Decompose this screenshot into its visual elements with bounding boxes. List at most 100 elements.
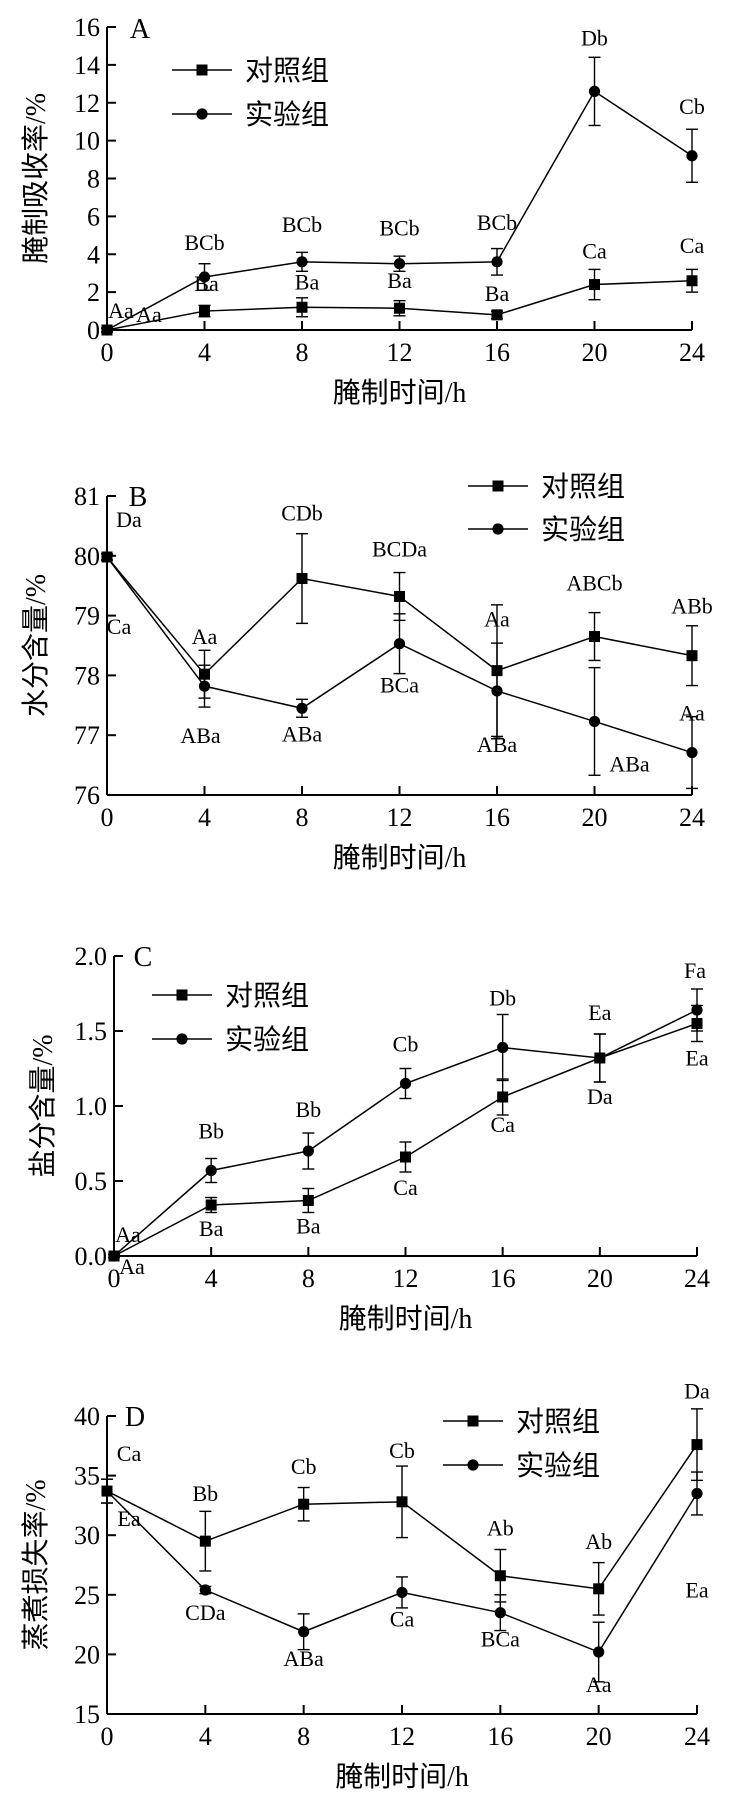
panel-a-control-point: [394, 302, 405, 314]
panel-a-control-sig-label: Aa: [108, 298, 134, 323]
panel-a-y-tick-label: 12: [74, 89, 100, 118]
panel-d-control-point: [494, 1570, 506, 1582]
panel-b-legend-control-label: 对照组: [541, 471, 625, 503]
panel-c-x-axis-title: 腌制时间/h: [339, 1303, 473, 1335]
panel-b-experiment-sig-label: ABa: [477, 732, 518, 757]
panel-b-x-tick-label: 24: [679, 803, 705, 832]
panel-d-experiment-sig-label: ABa: [284, 1646, 325, 1671]
panel-d-experiment-point: [691, 1487, 703, 1500]
panel-c-experiment-sig-label: Bb: [295, 1097, 321, 1122]
panel-c-control-sig-label: Ba: [296, 1214, 321, 1239]
panel-d-x-tick-label: 12: [389, 1722, 415, 1751]
panel-b-experiment-sig-label: Aa: [679, 701, 705, 726]
panel-c-x-tick-label: 12: [393, 1264, 419, 1293]
panel-a-y-tick-label: 2: [87, 278, 100, 307]
panel-d-experiment-sig-label: Ca: [390, 1606, 415, 1631]
panel-d-y-tick-label: 40: [74, 1402, 100, 1431]
panel-b-y-tick-label: 81: [74, 482, 100, 511]
panel-a-y-tick-label: 8: [87, 165, 100, 194]
panel-d-experiment-sig-label: BCa: [481, 1627, 520, 1652]
panel-a-letter: A: [130, 14, 151, 45]
panel-a-legend-control-label: 对照组: [245, 55, 329, 87]
panel-b-experiment-point: [198, 680, 211, 692]
panel-b-x-tick-label: 12: [387, 803, 413, 832]
panel-d-experiment-sig-label: Aa: [586, 1672, 612, 1697]
panel-c-control-sig-label: Ba: [199, 1216, 224, 1241]
panel-b-x-axis-title: 腌制时间/h: [333, 842, 467, 874]
panel-a-control-point: [199, 305, 210, 317]
panel-b-control-sig-label: CDb: [281, 501, 323, 526]
panel-d-control-sig-label: Cb: [389, 1438, 415, 1463]
panel-d-experiment-point: [396, 1586, 408, 1599]
panel-b-experiment-point: [588, 715, 601, 728]
panel-d-control-sig-label: Ab: [585, 1529, 612, 1554]
panel-a-control-point: [589, 279, 600, 291]
panel-c-x-tick-label: 4: [205, 1264, 218, 1293]
panel-a-y-axis-title: 腌制吸收率/%: [20, 93, 52, 264]
panel-c-y-tick-label: 0.5: [75, 1167, 108, 1196]
panel-a-experiment-sig-label: Aa: [136, 302, 162, 327]
panel-b-experiment-sig-label: ABa: [609, 751, 650, 776]
panel-d-legend-experiment-label: 实验组: [516, 1450, 600, 1482]
panel-c-control-point: [400, 1151, 411, 1163]
panel-b-control-point: [589, 631, 600, 643]
panel-c-y-tick-label: 1.0: [75, 1092, 108, 1121]
panel-a-y-tick-label: 10: [74, 127, 100, 156]
panel-c-experiment-sig-label: Bb: [198, 1119, 224, 1144]
panel-a-x-tick-label: 12: [387, 338, 413, 367]
panel-d-y-tick-label: 25: [74, 1581, 100, 1610]
panel-a-x-tick-label: 24: [679, 338, 705, 367]
panel-b-y-tick-label: 79: [74, 602, 100, 631]
panel-d-experiment-point: [101, 1485, 113, 1497]
panel-d-control-point: [298, 1498, 310, 1510]
panel-c-legend-control-marker: [176, 989, 188, 1001]
panel-d-legend-experiment-marker: [467, 1459, 479, 1471]
panel-a-control-sig-label: Ca: [582, 239, 607, 264]
panel-d-experiment-point: [298, 1626, 310, 1638]
panel-a-control-point: [296, 301, 308, 313]
panel-c-control-sig-label: Da: [587, 1084, 613, 1109]
panel-b-control-sig-label: ABb: [671, 594, 713, 619]
panel-a-legend-experiment-marker: [196, 108, 208, 120]
panel-c-x-tick-label: 8: [302, 1264, 315, 1293]
panel-c-control-point: [205, 1199, 217, 1211]
panel-b-control-point: [686, 650, 698, 662]
panel-b-control-sig-label: Aa: [484, 607, 510, 632]
panel-c-experiment-sig-label: Ea: [588, 1000, 611, 1025]
panel-c-experiment-point: [399, 1077, 412, 1090]
panel-c-x-tick-label: 0: [108, 1264, 121, 1293]
panel-c-control-point: [497, 1091, 509, 1103]
panel-a-x-tick-label: 0: [101, 338, 114, 367]
panel-b-control-sig-label: BCDa: [372, 536, 427, 561]
panel-b-x-tick-label: 16: [484, 803, 510, 832]
panel-c-legend-experiment-label: 实验组: [225, 1024, 309, 1056]
panel-d-control-sig-label: Cb: [291, 1454, 317, 1479]
panel-a-experiment-sig-label: Cb: [679, 94, 705, 119]
panel-b-experiment-point: [491, 685, 503, 697]
panel-b-experiment-point: [296, 702, 308, 714]
panel-c-experiment-sig-label: Fa: [684, 958, 706, 983]
panel-c-x-tick-label: 16: [490, 1264, 516, 1293]
panel-c-control-sig-label: Aa: [119, 1254, 145, 1279]
panel-a-experiment-point: [296, 256, 308, 268]
panel-c-experiment-point: [108, 1250, 120, 1262]
panel-d-y-tick-label: 35: [74, 1462, 100, 1491]
panel-a-x-axis-title: 腌制时间/h: [333, 377, 467, 409]
panel-b-y-tick-label: 80: [74, 542, 100, 571]
panel-b-control-sig-label: Aa: [192, 624, 218, 649]
panel-a-control-sig-label: Ba: [295, 269, 320, 294]
panel-a-control-sig-label: Ba: [485, 281, 510, 306]
panel-d-experiment-point: [494, 1607, 506, 1619]
panel-a-x-tick-label: 8: [296, 338, 309, 367]
panel-a-x-tick-label: 4: [198, 338, 211, 367]
panel-a-experiment-point: [393, 258, 406, 270]
panel-c-control-sig-label: Ca: [490, 1112, 515, 1137]
panel-b-legend-experiment-marker: [492, 523, 504, 535]
panel-b-x-tick-label: 4: [198, 803, 211, 832]
panel-b-experiment-sig-label: Ca: [107, 614, 132, 639]
panel-c-y-tick-label: 0.0: [75, 1242, 108, 1271]
panel-c-legend-experiment-marker: [176, 1033, 188, 1045]
panel-b-experiment-point: [686, 746, 698, 759]
panel-c-y-axis-title: 盐分含量/%: [27, 1034, 59, 1177]
panel-d-legend-control-marker: [467, 1415, 479, 1427]
